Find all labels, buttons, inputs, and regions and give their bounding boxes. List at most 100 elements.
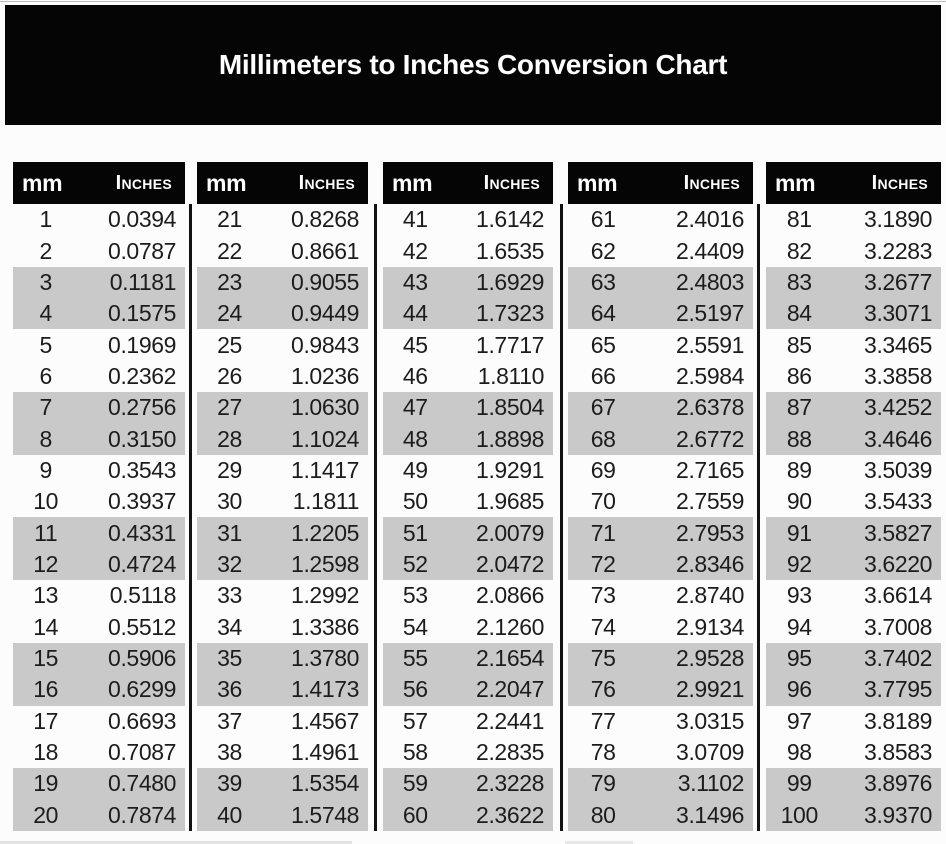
mm-value: 89 [786,456,812,483]
inches-value: 2.0472 [476,550,544,577]
table-row: 83 3.2677 [766,266,941,299]
mm-value: 73 [590,582,616,609]
column-divider [560,204,563,831]
inches-value: 3.3465 [864,331,932,358]
inches-value: 1.9291 [476,456,544,483]
table-header: mm Inches [383,162,553,204]
table-row: 94 3.7008 [766,611,941,642]
table-row: 97 3.8189 [766,706,941,737]
mm-column-header: mm [392,169,433,196]
inches-value: 2.1654 [476,644,544,671]
table-row: 67 2.6378 [568,392,753,424]
mm-value: 90 [786,488,812,515]
mm-value: 77 [590,707,616,734]
inches-value: 1.6929 [476,268,544,295]
mm-value: 51 [402,519,428,546]
mm-value: 76 [590,676,616,703]
inches-value: 2.0866 [476,582,544,609]
mm-value: 52 [402,550,428,577]
mm-value: 20 [33,801,59,828]
inches-value: 1.7717 [476,331,544,358]
table-row: 52 2.0472 [383,548,553,581]
table-body: 81 3.1890 82 3.2283 83 3.2677 84 3.3071 85 3.3465… [766,204,941,831]
mm-value: 87 [786,394,812,421]
table-row: 65 2.5591 [568,329,753,360]
table-row: 70 2.7559 [568,486,753,517]
inches-value: 2.3622 [476,801,544,828]
table-row: 92 3.6220 [766,548,941,581]
conversion-table-81-100: mm Inches 81 3.1890 82 3.2283 83 3.2677 84 3.30… [766,162,941,831]
inches-value: 0.9055 [291,268,359,295]
table-row: 42 1.6535 [383,235,553,266]
inches-value: 3.1890 [864,206,932,233]
table-row: 30 1.1811 [197,486,368,517]
table-row: 81 3.1890 [766,204,941,235]
inches-value: 1.2992 [291,582,359,609]
inches-value: 0.8661 [291,237,359,264]
inches-value: 3.6220 [864,550,932,577]
inches-column-header: Inches [683,171,740,194]
table-row: 32 1.2598 [197,548,368,581]
mm-value: 85 [786,331,812,358]
table-row: 39 1.5354 [197,768,368,800]
mm-column-header: mm [577,169,618,196]
table-row: 11 0.4331 [13,517,185,549]
page-title: Millimeters to Inches Conversion Chart [218,49,728,80]
table-row: 16 0.6299 [13,674,185,706]
inches-value: 0.7087 [108,739,176,766]
inches-value: 3.3858 [864,362,932,389]
inches-value: 1.3386 [291,613,359,640]
inches-value: 2.2835 [476,739,544,766]
table-row: 75 2.9528 [568,642,753,675]
column-divider [757,204,760,831]
mm-value: 29 [217,456,242,483]
mm-value: 91 [786,519,812,546]
mm-value: 38 [217,739,242,766]
inches-value: 0.9843 [291,331,359,358]
inches-column-header: Inches [298,171,355,194]
table-row: 82 3.2283 [766,235,941,266]
table-row: 20 0.7874 [13,799,185,831]
table-body: 61 2.4016 62 2.4409 63 2.4803 64 2.5197 65 2.5591… [568,204,753,831]
inches-value: 1.4173 [291,676,359,703]
inches-value: 1.3780 [291,644,359,671]
table-row: 53 2.0866 [383,580,553,611]
mm-value: 3 [39,268,52,295]
inches-value: 2.5984 [676,362,744,389]
mm-value: 36 [217,676,242,703]
table-row: 6 0.2362 [13,361,185,392]
table-row: 69 2.7165 [568,455,753,486]
table-row: 96 3.7795 [766,674,941,706]
mm-value: 19 [33,770,59,797]
conversion-table-21-40: mm Inches 21 0.8268 22 0.8661 23 0.9055 24 0.94… [197,162,368,831]
table-row: 51 2.0079 [383,517,553,549]
table-row: 40 1.5748 [197,799,368,831]
page-top-border [0,1,946,2]
table-row: 79 3.1102 [568,768,753,800]
inches-value: 3.5433 [864,488,932,515]
mm-value: 99 [786,770,812,797]
inches-value: 2.7165 [676,456,744,483]
mm-value: 49 [402,456,428,483]
mm-value: 16 [33,676,59,703]
mm-value: 50 [402,488,428,515]
inches-value: 3.1496 [676,801,744,828]
table-row: 22 0.8661 [197,235,368,266]
inches-value: 3.0315 [676,707,744,734]
table-row: 41 1.6142 [383,204,553,235]
inches-value: 1.6535 [476,237,544,264]
inches-value: 0.3937 [108,488,176,515]
inches-value: 0.9449 [291,300,359,327]
mm-value: 37 [217,707,242,734]
inches-value: 1.4567 [291,707,359,734]
inches-value: 3.7008 [864,613,932,640]
mm-value: 30 [217,488,242,515]
mm-value: 27 [217,394,242,421]
column-divider [189,204,192,831]
mm-value: 72 [590,550,616,577]
inches-value: 2.9921 [676,676,744,703]
inches-value: 2.8740 [676,582,744,609]
inches-value: 1.5748 [291,801,359,828]
mm-value: 43 [402,268,428,295]
mm-value: 86 [786,362,812,389]
